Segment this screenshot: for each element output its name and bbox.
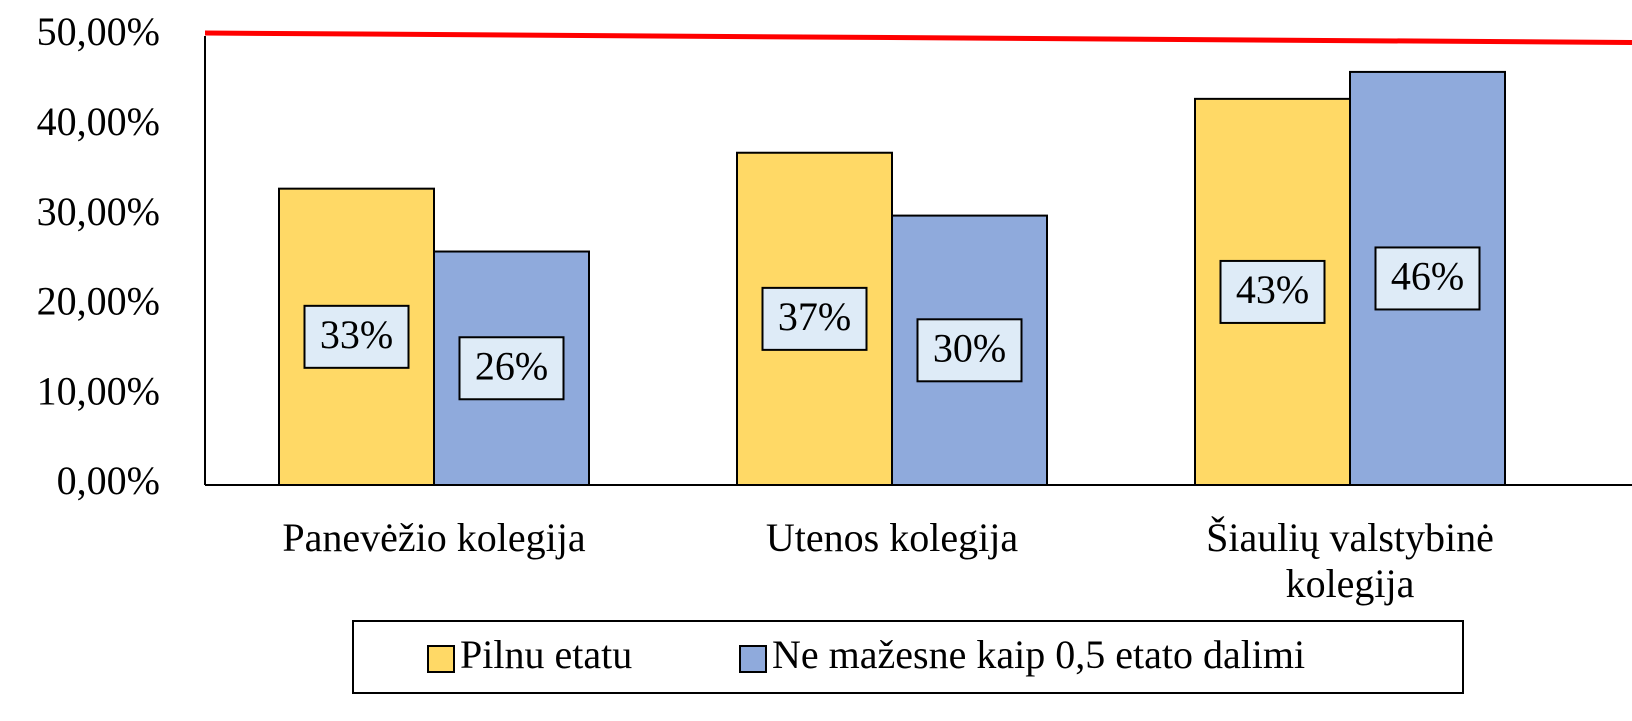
data-label: 26% bbox=[475, 343, 548, 388]
legend-swatch bbox=[427, 645, 455, 673]
legend-label: Ne mažesne kaip 0,5 etato dalimi bbox=[772, 632, 1305, 677]
data-label-box bbox=[1219, 259, 1326, 324]
y-tick-label: 40,00% bbox=[37, 99, 160, 144]
data-label-box bbox=[761, 286, 868, 351]
data-label-box bbox=[1374, 246, 1481, 311]
data-label-box bbox=[303, 304, 410, 369]
data-label: 33% bbox=[320, 312, 393, 357]
data-label: 30% bbox=[933, 325, 1006, 370]
y-tick-label: 0,00% bbox=[57, 458, 160, 503]
y-tick-label: 20,00% bbox=[37, 279, 160, 324]
legend-label: Pilnu etatu bbox=[460, 632, 632, 677]
data-label-box bbox=[458, 336, 565, 401]
data-label: 37% bbox=[778, 294, 851, 339]
x-tick-label: Šiaulių valstybinė kolegija bbox=[1206, 515, 1494, 606]
data-label: 46% bbox=[1391, 254, 1464, 299]
reference-line bbox=[204, 30, 1632, 45]
y-tick-label: 50,00% bbox=[37, 9, 160, 54]
legend-box bbox=[352, 620, 1464, 694]
legend-swatch bbox=[739, 645, 767, 673]
y-tick-label: 30,00% bbox=[37, 189, 160, 234]
data-label-box bbox=[916, 318, 1023, 383]
data-label: 43% bbox=[1236, 267, 1309, 312]
x-tick-label: Utenos kolegija bbox=[765, 515, 1019, 560]
x-tick-label: Panevėžio kolegija bbox=[282, 515, 586, 560]
y-tick-label: 10,00% bbox=[37, 368, 160, 413]
